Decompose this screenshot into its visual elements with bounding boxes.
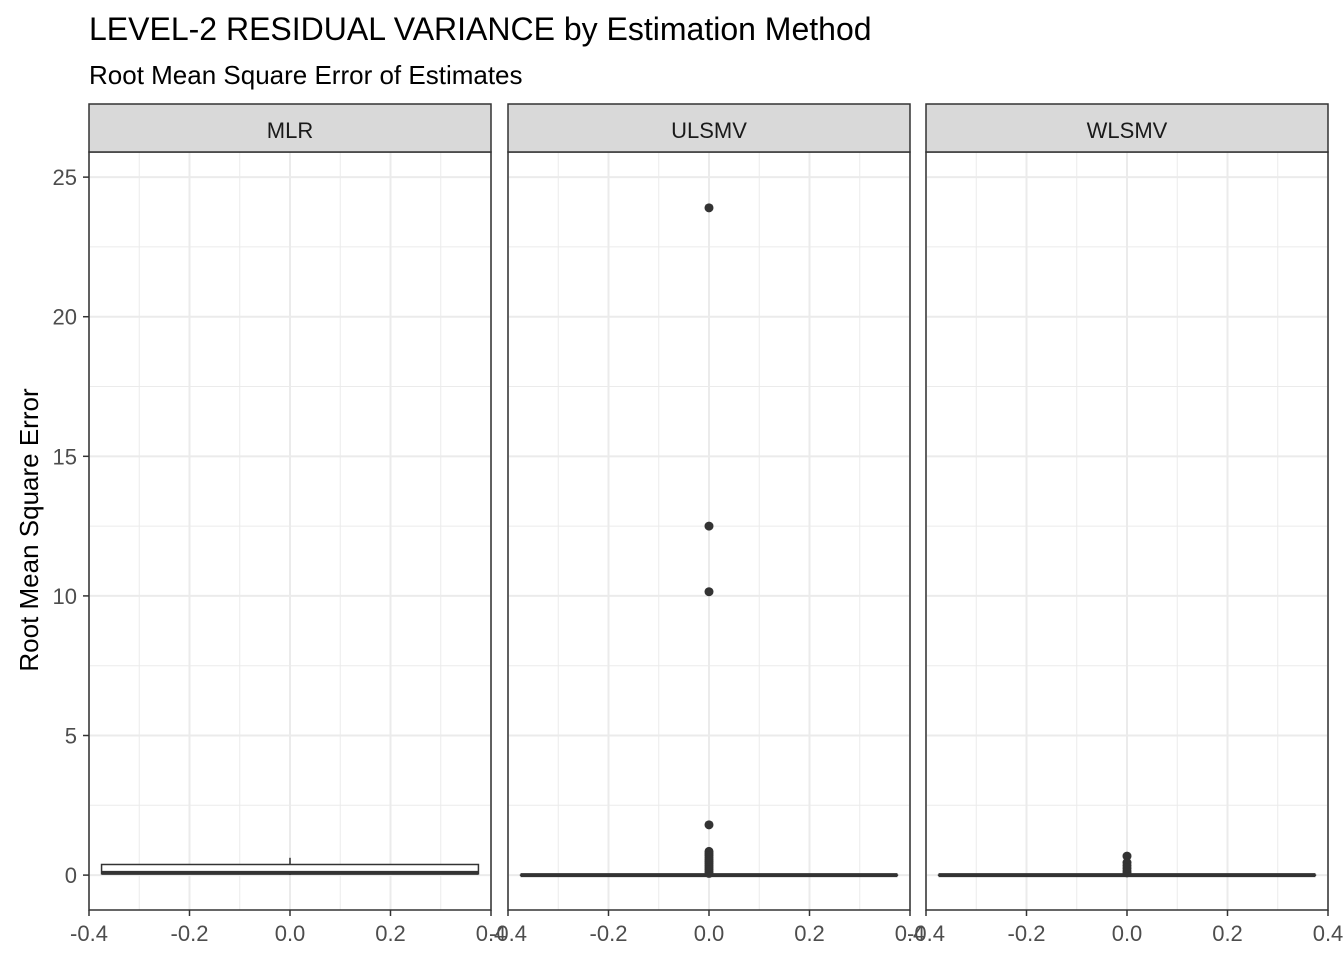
x-tick-label: -0.2 (171, 921, 209, 946)
outlier-point (704, 587, 714, 597)
facet-panels: MLR -0.4 -0.2 0.0 0.2 0.4 ULSMV -0.4 -0.2 0.0 0.2 0… (70, 103, 1344, 946)
x-tick-label: 0.2 (1212, 921, 1243, 946)
y-tick-label: 10 (53, 584, 77, 609)
x-tick-label: 0.0 (694, 921, 725, 946)
chart-title: LEVEL-2 RESIDUAL VARIANCE by Estimation … (89, 11, 872, 47)
x-tick-label: -0.2 (590, 921, 628, 946)
x-tick-label: 0.4 (1313, 921, 1344, 946)
facet-strip (88, 103, 492, 153)
y-tick-label: 25 (53, 165, 77, 190)
y-tick-label: 20 (53, 305, 77, 330)
y-axis: 0 5 10 15 20 25 (53, 165, 89, 888)
x-tick-label: 0.4 (476, 921, 507, 946)
outlier-point (704, 521, 714, 531)
x-tick-label: -0.4 (70, 921, 108, 946)
x-tick-label: -0.2 (1008, 921, 1046, 946)
outlier-point (1122, 851, 1132, 861)
x-tick-label: 0.2 (375, 921, 406, 946)
x-tick-label: -0.4 (489, 921, 527, 946)
y-tick-label: 5 (65, 724, 77, 749)
facet-strip-label: WLSMV (1087, 118, 1168, 143)
y-axis-label: Root Mean Square Error (14, 388, 44, 672)
facet-strip (507, 103, 911, 153)
facet-strip-label: MLR (267, 118, 313, 143)
outlier-point (704, 868, 714, 878)
facet-panel-mlr: MLR -0.4 -0.2 0.0 0.2 0.4 (70, 103, 507, 946)
chart-subtitle: Root Mean Square Error of Estimates (89, 60, 523, 90)
outlier-point (1122, 868, 1132, 878)
x-tick-label: 0.0 (1112, 921, 1143, 946)
facet-strip (925, 103, 1329, 153)
x-tick-label: -0.4 (907, 921, 945, 946)
outlier-point (704, 820, 714, 830)
outlier-point (704, 203, 714, 213)
facet-panel-wlsmv: WLSMV -0.4 -0.2 0.0 0.2 0.4 (907, 103, 1344, 946)
facet-panel-ulsmv: ULSMV -0.4 -0.2 0.0 0.2 0.4 (489, 103, 926, 946)
x-tick-label: 0.2 (794, 921, 825, 946)
facet-strip-label: ULSMV (671, 118, 747, 143)
x-tick-label: 0.4 (895, 921, 926, 946)
y-tick-label: 0 (65, 863, 77, 888)
x-tick-label: 0.0 (275, 921, 306, 946)
y-tick-label: 15 (53, 444, 77, 469)
